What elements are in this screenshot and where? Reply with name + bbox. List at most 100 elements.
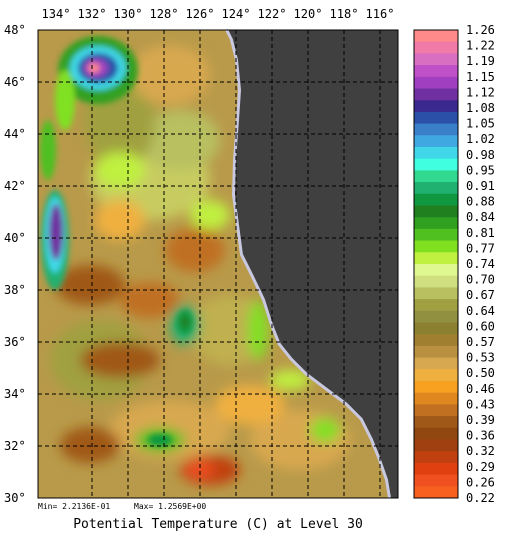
colorbar-swatch [414, 65, 458, 78]
lon-tick-label: 118° [330, 7, 359, 21]
lat-tick-label: 34° [4, 387, 26, 401]
colorbar-swatch [414, 334, 458, 347]
colorbar-label: 1.26 [466, 23, 495, 37]
colorbar-swatch [414, 53, 458, 66]
colorbar-label: 1.08 [466, 101, 495, 115]
colorbar-label: 1.15 [466, 70, 495, 84]
colorbar-label: 0.36 [466, 429, 495, 443]
lat-tick-label: 36° [4, 335, 26, 349]
lon-tick-label: 134° [42, 7, 71, 21]
colorbar-swatch [414, 310, 458, 323]
max-value: Max= 1.2569E+00 [134, 502, 206, 511]
colorbar-swatch [414, 427, 458, 440]
colorbar-label: 0.60 [466, 319, 495, 333]
colorbar-swatch [414, 287, 458, 300]
colorbar-label: 0.32 [466, 444, 495, 458]
map-title: Potential Temperature (C) at Level 30 [73, 517, 363, 532]
colorbar-swatch [414, 392, 458, 405]
colorbar-swatch [414, 147, 458, 160]
longitude-labels: 134° 132° 130° 128° 126° 124° 122° 120° 118° 116° [42, 7, 395, 21]
colorbar-swatch [414, 76, 458, 89]
colorbar-label: 1.19 [466, 54, 495, 68]
colorbar-label: 0.43 [466, 397, 495, 411]
colorbar-label: 0.67 [466, 288, 495, 302]
lat-tick-label: 38° [4, 283, 26, 297]
colorbar-swatch [414, 369, 458, 382]
colorbar-label: 0.74 [466, 257, 495, 271]
colorbar-swatch [414, 264, 458, 277]
colorbar-swatch [414, 462, 458, 476]
colorbar-swatch [414, 228, 458, 242]
colorbar-swatch [414, 451, 458, 464]
lat-tick-label: 46° [4, 75, 26, 89]
lat-tick-label: 48° [4, 23, 26, 37]
colorbar-swatch [414, 381, 458, 394]
colorbar-swatch [414, 345, 458, 359]
lon-tick-label: 132° [78, 7, 107, 21]
min-value: Min= 2.2136E-01 [38, 502, 110, 511]
colorbar-swatch [414, 217, 458, 230]
colorbar-swatch [414, 357, 458, 370]
colorbar-label: 0.64 [466, 304, 495, 318]
lat-tick-label: 42° [4, 179, 26, 193]
lon-tick-label: 122° [258, 7, 287, 21]
colorbar-label: 0.84 [466, 210, 495, 224]
colorbar-swatch [414, 193, 458, 206]
colorbar-label: 0.81 [466, 226, 495, 240]
colorbar-label: 0.98 [466, 148, 495, 162]
colorbar-swatch [414, 182, 458, 195]
colorbar-label: 0.46 [466, 382, 495, 396]
land-mass [225, 30, 398, 498]
graticule [38, 30, 398, 498]
colorbar-swatch [414, 416, 458, 429]
lon-tick-label: 120° [294, 7, 323, 21]
colorbar-label: 0.88 [466, 195, 495, 209]
latitude-labels: 48° 46° 44° 42° 40° 38° 36° 34° 32° 30° [4, 23, 26, 505]
lat-tick-label: 30° [4, 491, 26, 505]
colorbar-outline [413, 29, 459, 499]
lon-tick-label: 116° [366, 7, 395, 21]
colorbar-swatch [414, 158, 458, 171]
lat-tick-label: 32° [4, 439, 26, 453]
colorbar-swatch [414, 252, 458, 265]
colorbar-label: 1.05 [466, 117, 495, 131]
colorbar-swatch [414, 474, 458, 487]
lon-tick-label: 128° [150, 7, 179, 21]
colorbar-swatch [414, 30, 458, 43]
colorbar-label: 1.12 [466, 85, 495, 99]
colorbar-swatch [414, 123, 458, 136]
colorbar-label: 0.29 [466, 460, 495, 474]
colorbar-label: 0.50 [466, 366, 495, 380]
lon-tick-label: 130° [114, 7, 143, 21]
lat-tick-label: 40° [4, 231, 26, 245]
colorbar-swatch [414, 486, 458, 499]
colorbar-label: 0.95 [466, 163, 495, 177]
colorbar-swatch [414, 41, 458, 54]
colorbar-label: 1.02 [466, 132, 495, 146]
colorbar-swatch [414, 111, 458, 125]
colorbar-swatch [414, 404, 458, 417]
lat-tick-label: 44° [4, 127, 26, 141]
colorbar-label: 0.22 [466, 491, 495, 505]
colorbar [413, 29, 459, 499]
colorbar-swatch [414, 322, 458, 335]
colorbar-swatch [414, 88, 458, 101]
colorbar-label: 0.57 [466, 335, 495, 349]
colorbar-label: 0.77 [466, 241, 495, 255]
colorbar-swatch [414, 275, 458, 288]
map-border [37, 29, 399, 499]
colorbar-label: 1.22 [466, 39, 495, 53]
lon-tick-label: 124° [222, 7, 251, 21]
colorbar-swatch [414, 240, 458, 253]
colorbar-swatch [414, 439, 458, 452]
colorbar-swatch [414, 135, 458, 148]
colorbar-label: 0.91 [466, 179, 495, 193]
colorbar-swatch [414, 299, 458, 312]
colorbar-label: 0.70 [466, 273, 495, 287]
colorbar-swatch [414, 170, 458, 183]
lon-tick-label: 126° [186, 7, 215, 21]
colorbar-labels: 1.26 1.221.19 1.151.12 1.08 1.051.02 0.980.95… [466, 23, 495, 505]
colorbar-swatch [414, 100, 458, 113]
colorbar-label: 0.26 [466, 475, 495, 489]
